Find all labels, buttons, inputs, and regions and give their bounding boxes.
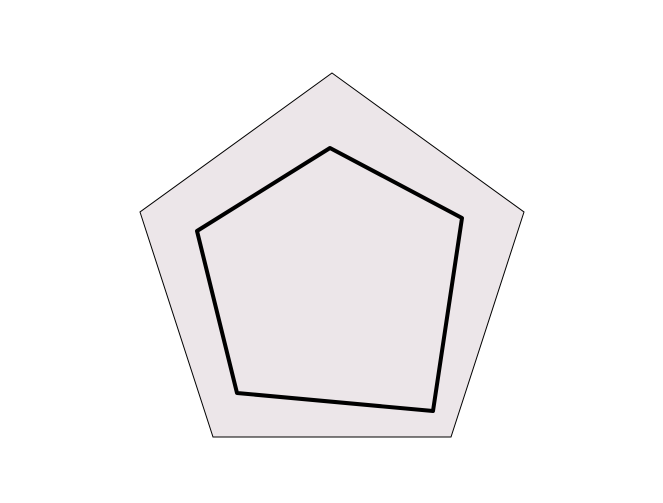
inner-pentagon bbox=[195, 146, 464, 413]
outer-pentagon bbox=[139, 72, 525, 438]
